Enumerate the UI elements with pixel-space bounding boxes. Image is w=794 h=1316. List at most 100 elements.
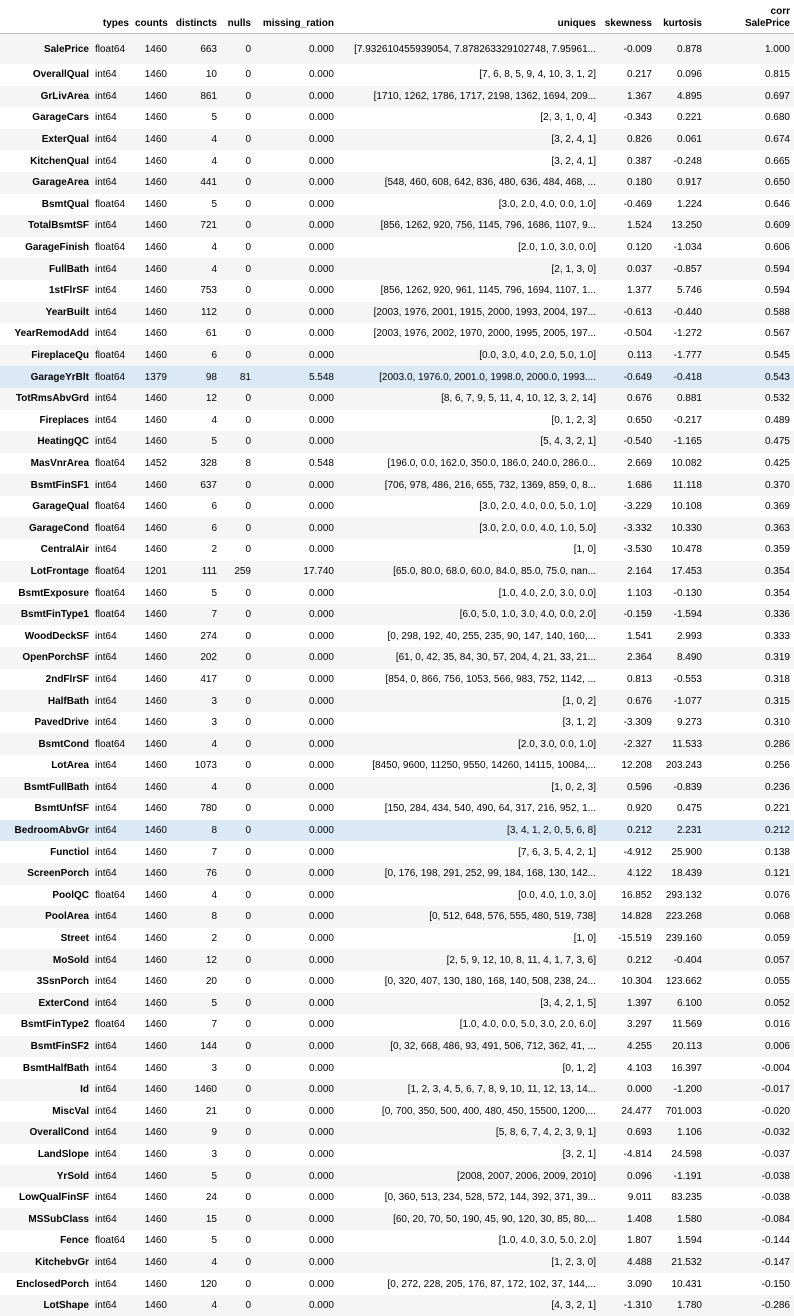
cell-counts: 1460 bbox=[133, 669, 171, 691]
cell-uniques: [3.0, 2.0, 4.0, 0.0, 1.0] bbox=[338, 194, 600, 216]
cell-kurtosis: 0.878 bbox=[656, 34, 706, 65]
cell-corr-saleprice: -0.147 bbox=[706, 1252, 794, 1274]
cell-corr-saleprice: 0.221 bbox=[706, 798, 794, 820]
cell-distincts: 2 bbox=[171, 928, 221, 950]
cell-kurtosis: 1.106 bbox=[656, 1122, 706, 1144]
header-kurtosis: kurtosis bbox=[656, 0, 706, 34]
cell-types: float64 bbox=[93, 345, 133, 367]
cell-uniques: [1, 2, 3, 4, 5, 6, 7, 8, 9, 10, 11, 12, … bbox=[338, 1079, 600, 1101]
cell-uniques: [0, 360, 513, 234, 528, 572, 144, 392, 3… bbox=[338, 1187, 600, 1209]
cell-missing-ration: 0.000 bbox=[255, 1036, 338, 1058]
cell-kurtosis: 0.096 bbox=[656, 64, 706, 86]
cell-kurtosis: 123.662 bbox=[656, 971, 706, 993]
cell-types: float64 bbox=[93, 885, 133, 907]
cell-distincts: 5 bbox=[171, 107, 221, 129]
cell-kurtosis: -1.200 bbox=[656, 1079, 706, 1101]
cell-nulls: 0 bbox=[221, 539, 255, 561]
cell-kurtosis: 239.160 bbox=[656, 928, 706, 950]
cell-counts: 1460 bbox=[133, 496, 171, 518]
cell-distincts: 3 bbox=[171, 712, 221, 734]
cell-counts: 1460 bbox=[133, 302, 171, 324]
cell-corr-saleprice: 0.475 bbox=[706, 431, 794, 453]
cell-counts: 1460 bbox=[133, 928, 171, 950]
cell-corr-saleprice: 0.665 bbox=[706, 150, 794, 172]
cell-types: float64 bbox=[93, 366, 133, 388]
cell-distincts: 6 bbox=[171, 345, 221, 367]
cell-distincts: 202 bbox=[171, 647, 221, 669]
cell-kurtosis: 1.224 bbox=[656, 194, 706, 216]
cell-uniques: [0, 320, 407, 130, 180, 168, 140, 508, 2… bbox=[338, 971, 600, 993]
cell-kurtosis: 20.113 bbox=[656, 1036, 706, 1058]
cell-kurtosis: -0.404 bbox=[656, 949, 706, 971]
cell-missing-ration: 0.000 bbox=[255, 34, 338, 65]
header-missing-ration: missing_ration bbox=[255, 0, 338, 34]
cell-types: int64 bbox=[93, 841, 133, 863]
cell-counts: 1460 bbox=[133, 539, 171, 561]
cell-skewness: -0.009 bbox=[600, 34, 656, 65]
cell-counts: 1460 bbox=[133, 1273, 171, 1295]
cell-skewness: 0.096 bbox=[600, 1165, 656, 1187]
cell-index: BsmtQual bbox=[0, 194, 93, 216]
cell-uniques: [65.0, 80.0, 68.0, 60.0, 84.0, 85.0, 75.… bbox=[338, 561, 600, 583]
cell-types: int64 bbox=[93, 431, 133, 453]
cell-nulls: 0 bbox=[221, 777, 255, 799]
cell-kurtosis: 223.268 bbox=[656, 906, 706, 928]
cell-types: float64 bbox=[93, 561, 133, 583]
cell-index: BsmtCond bbox=[0, 733, 93, 755]
cell-uniques: [3.0, 2.0, 4.0, 0.0, 5.0, 1.0] bbox=[338, 496, 600, 518]
cell-types: float64 bbox=[93, 453, 133, 475]
cell-types: float64 bbox=[93, 517, 133, 539]
cell-kurtosis: 2.993 bbox=[656, 625, 706, 647]
cell-missing-ration: 0.000 bbox=[255, 194, 338, 216]
cell-uniques: [1.0, 4.0, 0.0, 5.0, 3.0, 2.0, 6.0] bbox=[338, 1014, 600, 1036]
cell-missing-ration: 0.000 bbox=[255, 64, 338, 86]
cell-types: int64 bbox=[93, 712, 133, 734]
cell-skewness: -0.540 bbox=[600, 431, 656, 453]
cell-missing-ration: 17.740 bbox=[255, 561, 338, 583]
cell-kurtosis: 5.746 bbox=[656, 280, 706, 302]
cell-skewness: -4.814 bbox=[600, 1144, 656, 1166]
cell-skewness: 1.103 bbox=[600, 582, 656, 604]
cell-kurtosis: -0.440 bbox=[656, 302, 706, 324]
cell-counts: 1460 bbox=[133, 949, 171, 971]
cell-distincts: 12 bbox=[171, 388, 221, 410]
cell-types: float64 bbox=[93, 496, 133, 518]
cell-distincts: 663 bbox=[171, 34, 221, 65]
cell-counts: 1460 bbox=[133, 777, 171, 799]
cell-distincts: 5 bbox=[171, 431, 221, 453]
cell-missing-ration: 0.000 bbox=[255, 690, 338, 712]
cell-counts: 1460 bbox=[133, 582, 171, 604]
cell-nulls: 0 bbox=[221, 669, 255, 691]
cell-missing-ration: 0.000 bbox=[255, 1252, 338, 1274]
cell-counts: 1460 bbox=[133, 194, 171, 216]
cell-uniques: [60, 20, 70, 50, 190, 45, 90, 120, 30, 8… bbox=[338, 1208, 600, 1230]
cell-index: HalfBath bbox=[0, 690, 93, 712]
cell-distincts: 3 bbox=[171, 1144, 221, 1166]
cell-kurtosis: -1.777 bbox=[656, 345, 706, 367]
cell-counts: 1460 bbox=[133, 1295, 171, 1316]
cell-kurtosis: 1.580 bbox=[656, 1208, 706, 1230]
cell-corr-saleprice: -0.144 bbox=[706, 1230, 794, 1252]
cell-skewness: 10.304 bbox=[600, 971, 656, 993]
cell-skewness: 1.807 bbox=[600, 1230, 656, 1252]
cell-types: int64 bbox=[93, 107, 133, 129]
cell-nulls: 0 bbox=[221, 323, 255, 345]
cell-index: HeatingQC bbox=[0, 431, 93, 453]
cell-kurtosis: 8.490 bbox=[656, 647, 706, 669]
cell-types: int64 bbox=[93, 625, 133, 647]
cell-skewness: -0.159 bbox=[600, 604, 656, 626]
cell-corr-saleprice: 0.369 bbox=[706, 496, 794, 518]
cell-missing-ration: 0.000 bbox=[255, 755, 338, 777]
cell-distincts: 861 bbox=[171, 86, 221, 108]
cell-corr-saleprice: 0.057 bbox=[706, 949, 794, 971]
cell-index: BsmtFinType2 bbox=[0, 1014, 93, 1036]
cell-skewness: 1.524 bbox=[600, 215, 656, 237]
cell-uniques: [1, 0] bbox=[338, 928, 600, 950]
